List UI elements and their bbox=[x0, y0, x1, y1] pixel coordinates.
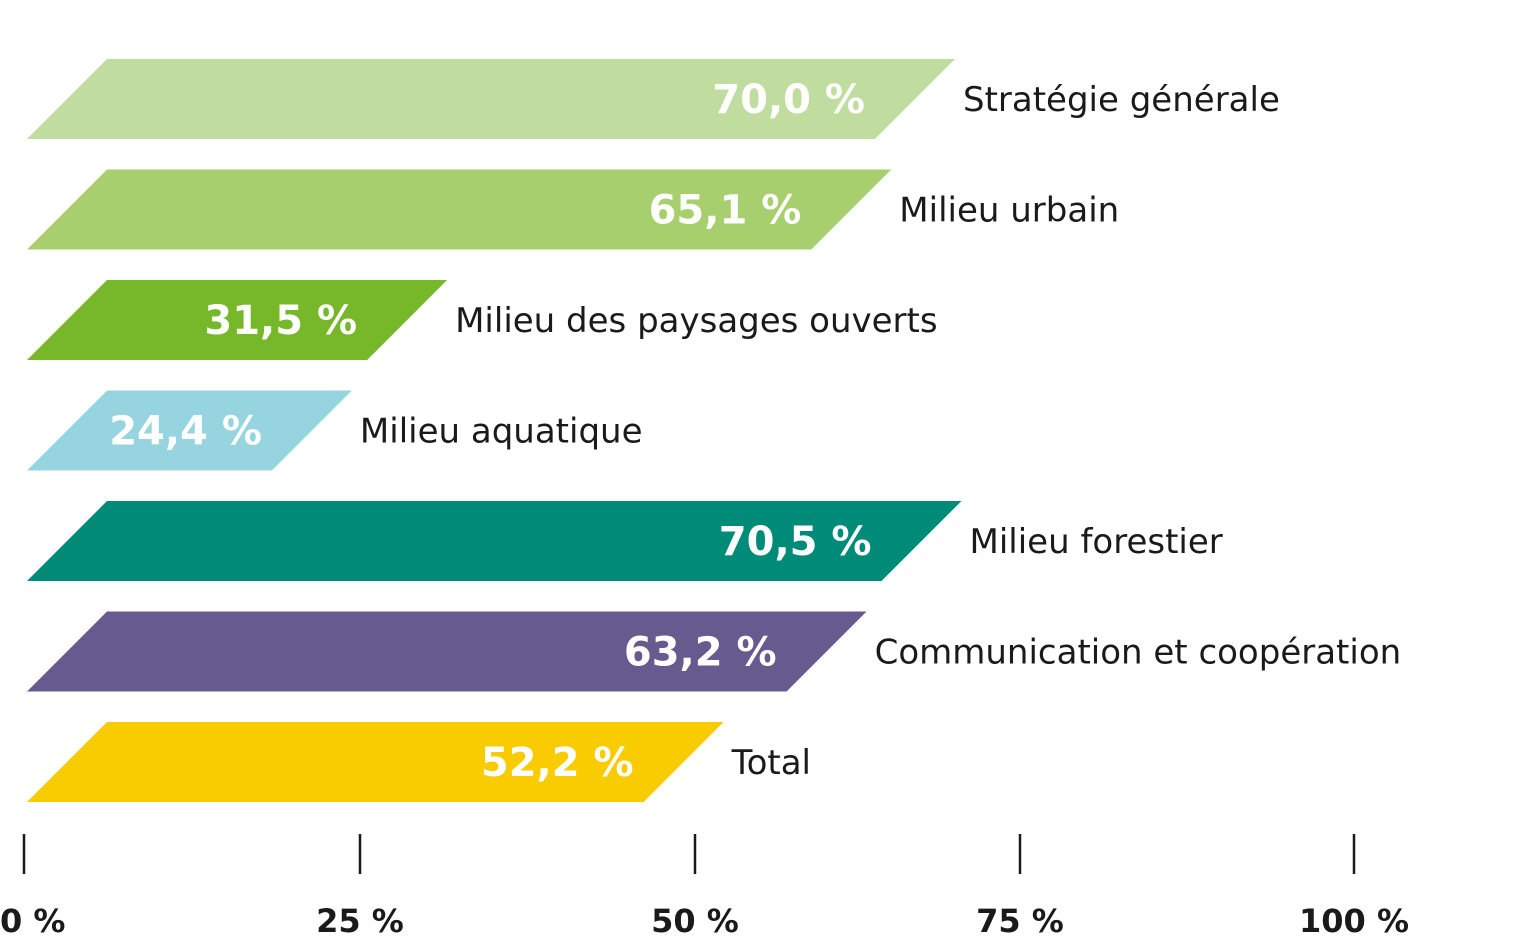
x-tick-label-100: 100 % bbox=[1299, 902, 1409, 940]
category-label-strategie-generale: Stratégie générale bbox=[963, 80, 1280, 120]
x-tick-label-50: 50 % bbox=[651, 902, 739, 940]
category-label-total: Total bbox=[731, 743, 811, 783]
bars-group: 70,0 % Stratégie générale 65,1 % Milieu urb… bbox=[27, 59, 1401, 802]
bar-value-label-strategie-generale: 70,0 % bbox=[712, 77, 865, 123]
bar-value-label-milieu-aquatique: 24,4 % bbox=[109, 409, 262, 455]
x-tick-label-0: 0 % bbox=[0, 902, 65, 940]
category-label-milieu-urbain: Milieu urbain bbox=[899, 191, 1119, 231]
bar-strategie-generale bbox=[27, 59, 955, 139]
x-tick-label-25: 25 % bbox=[316, 902, 404, 940]
bar-value-label-communication-et-cooperation: 63,2 % bbox=[624, 630, 777, 676]
bar-milieu-forestier bbox=[27, 501, 962, 581]
bar-value-label-milieu-urbain: 65,1 % bbox=[649, 188, 802, 234]
bar-milieu-urbain bbox=[27, 169, 892, 250]
bar-milieu-des-paysages-ouverts bbox=[27, 280, 448, 360]
category-label-communication-et-cooperation: Communication et coopération bbox=[875, 633, 1402, 673]
x-axis: 0 % 25 % 50 % 75 % 100 % bbox=[0, 834, 1409, 940]
bar-milieu-aquatique bbox=[27, 390, 352, 471]
category-label-milieu-des-paysages-ouverts: Milieu des paysages ouverts bbox=[455, 301, 937, 341]
bar-value-label-total: 52,2 % bbox=[481, 740, 634, 786]
category-label-milieu-forestier: Milieu forestier bbox=[970, 522, 1223, 562]
bar-value-label-milieu-des-paysages-ouverts: 31,5 % bbox=[204, 298, 357, 344]
bar-value-label-milieu-forestier: 70,5 % bbox=[719, 519, 872, 565]
bar-total bbox=[27, 722, 724, 802]
bar-communication-et-cooperation bbox=[27, 611, 867, 692]
x-tick-label-75: 75 % bbox=[976, 902, 1064, 940]
category-label-milieu-aquatique: Milieu aquatique bbox=[360, 412, 643, 452]
